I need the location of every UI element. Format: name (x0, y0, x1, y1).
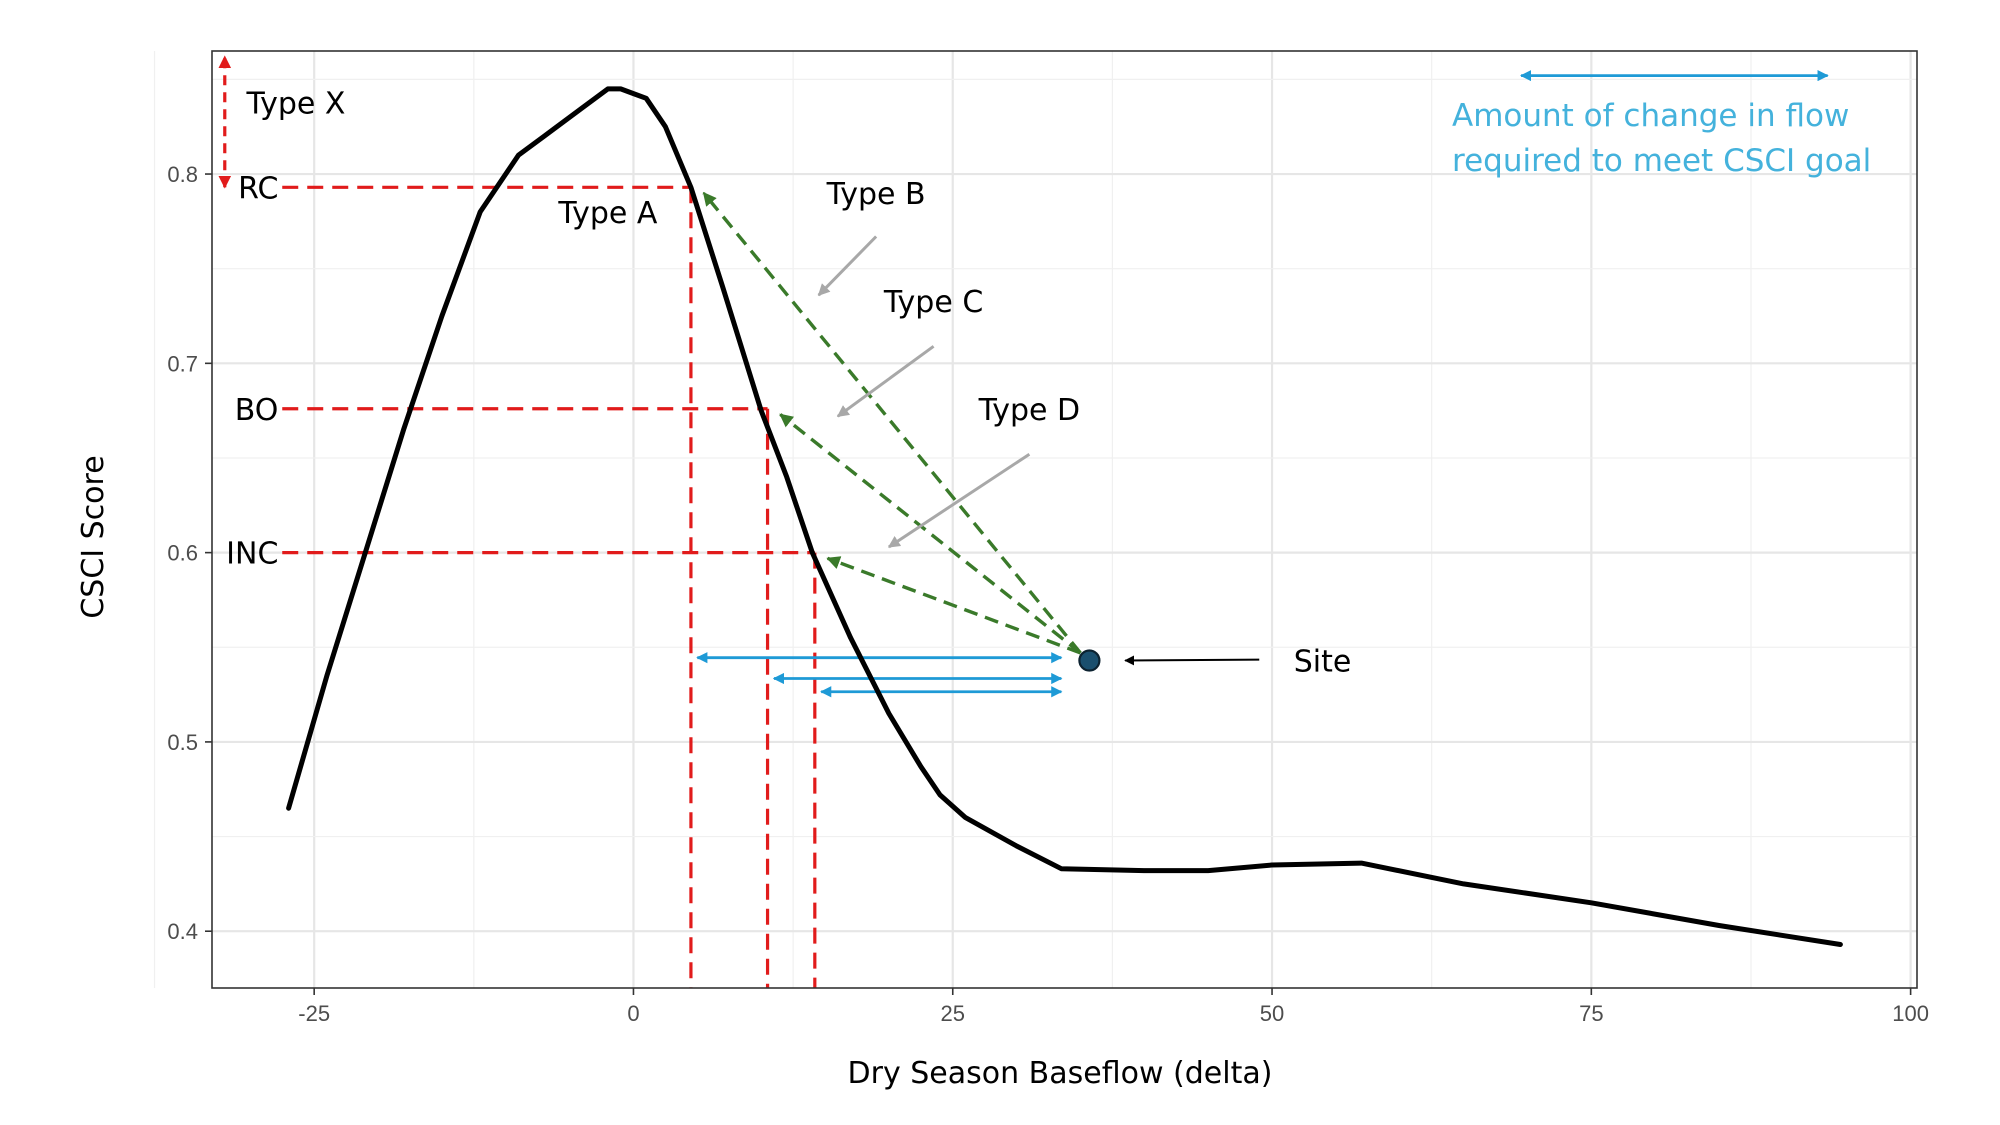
y-tick-label: 0.7 (167, 351, 198, 376)
ticks: -25 0 25 50 75 100 0.4 0.5 0.6 0.7 0.8 (167, 162, 1929, 1026)
y-tick-label: 0.5 (167, 730, 198, 755)
type-a-label: Type A (557, 196, 657, 231)
legend-text-line-1: Amount of change in flow (1452, 98, 1849, 134)
type-c-pointer-arrow (836, 345, 935, 418)
legend-text-line-2: required to meet CSCI goal (1452, 143, 1871, 179)
plot-panel-border (211, 50, 1918, 989)
threshold-label-rc: RC (238, 171, 278, 206)
x-tick-label: -25 (298, 1001, 330, 1026)
y-tick-label: 0.8 (167, 162, 198, 187)
type-d-label: Type D (978, 393, 1081, 428)
labels: RC BO INC Type X Amount of change in flow req… (226, 86, 1871, 679)
x-tick-label: 25 (941, 1001, 965, 1026)
grid (153, 51, 1917, 988)
site-point (1078, 649, 1101, 672)
series (286, 86, 1843, 947)
annotations (218, 55, 1829, 988)
type-b-label: Type B (826, 177, 926, 212)
x-tick-label: 100 (1892, 1001, 1929, 1026)
threshold-label-inc: INC (226, 537, 278, 572)
type-arrow-to-bo (779, 413, 1082, 655)
x-tick-label: 75 (1579, 1001, 1603, 1026)
x-tick-label: 50 (1260, 1001, 1284, 1026)
site-pointer-arrow (1124, 655, 1260, 666)
y-tick-label: 0.6 (167, 541, 198, 566)
type-b-pointer-arrow (817, 235, 878, 297)
csci-curve-line (286, 86, 1843, 947)
type-x-label: Type X (245, 86, 345, 121)
type-arrow-to-inc (826, 556, 1082, 655)
type-d-pointer-arrow (887, 452, 1031, 549)
x-tick-label: 0 (627, 1001, 639, 1026)
x-axis-title: Dry Season Baseflow (delta) (848, 1056, 1273, 1091)
site-label: Site (1294, 645, 1352, 680)
threshold-label-bo: BO (235, 393, 279, 428)
y-tick-label: 0.4 (167, 919, 198, 944)
y-axis-title: CSCI Score (76, 455, 111, 618)
type-c-label: Type C (883, 285, 983, 320)
type-arrow-to-rc (702, 191, 1082, 655)
